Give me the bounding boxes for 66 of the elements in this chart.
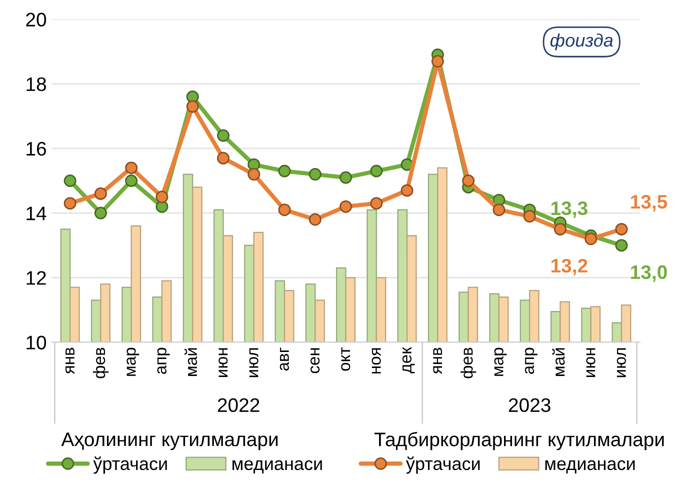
- point: [278, 164, 291, 178]
- legend-label: ўртачаси: [93, 456, 167, 474]
- text: 2023: [508, 398, 550, 412]
- x-tick-label: май: [552, 348, 565, 376]
- point: [64, 197, 76, 210]
- y-tick-label: 20: [26, 12, 46, 27]
- x-tick-label: апр: [524, 348, 538, 374]
- x-tick-label: ноя: [372, 348, 381, 374]
- x-tick-label: фев: [92, 348, 108, 378]
- point: [308, 213, 322, 226]
- point: [278, 204, 291, 216]
- text: Тадбиркорларнинг кутилмалари: [374, 432, 664, 450]
- point: [340, 200, 352, 213]
- data-label: 13,2: [551, 258, 588, 276]
- point: [64, 174, 76, 187]
- y-tick-label: 10: [26, 336, 46, 350]
- y-tick-label: 18: [26, 77, 46, 92]
- point: [340, 171, 352, 184]
- x-tick-label: апр: [157, 348, 170, 374]
- y-tick-label: 14: [26, 206, 46, 220]
- data-label: 13,3: [551, 201, 588, 218]
- x-tick-label: авг: [280, 348, 289, 371]
- point: [462, 174, 475, 187]
- x-tick-label: янв: [433, 348, 442, 374]
- x-tick-label: июн: [586, 348, 596, 377]
- point: [216, 152, 230, 164]
- data-label: 13,0: [631, 265, 667, 282]
- x-tick-label: май: [184, 348, 198, 376]
- point: [186, 100, 199, 113]
- x-tick-label: июл: [616, 348, 626, 378]
- point: [216, 129, 230, 142]
- point: [431, 55, 444, 68]
- y-tick-label: 16: [26, 142, 46, 156]
- point: [94, 187, 107, 200]
- point: [308, 168, 322, 181]
- point: [370, 164, 383, 178]
- legend-label: медианаси: [545, 460, 635, 474]
- x-tick-label: июн: [218, 348, 228, 377]
- data-label: 13,5: [631, 194, 668, 212]
- point: [492, 204, 506, 216]
- legend-label: медианаси: [232, 460, 322, 474]
- annotation: фоизда: [550, 33, 613, 50]
- x-tick-label: июл: [249, 348, 258, 378]
- x-tick-label: окт: [341, 347, 350, 371]
- point: [615, 239, 628, 252]
- point: [554, 222, 566, 236]
- x-tick-label: сен: [310, 348, 320, 374]
- point: [94, 206, 107, 220]
- x-tick-label: фев: [460, 348, 476, 378]
- x-tick-label: янв: [66, 348, 74, 374]
- text: Аҳолининг кутилмалари: [61, 432, 278, 450]
- point: [615, 222, 628, 236]
- point: [125, 174, 138, 187]
- point: [156, 190, 168, 204]
- point: [248, 168, 260, 181]
- text: 2022: [218, 398, 260, 412]
- point: [523, 210, 536, 223]
- point: [400, 184, 414, 197]
- legend-label: ўртачаси: [406, 456, 480, 474]
- point: [584, 232, 598, 246]
- y-tick-label: 12: [26, 271, 46, 285]
- point: [125, 162, 138, 174]
- x-tick-label: мар: [494, 348, 507, 376]
- x-tick-label: дек: [402, 347, 415, 374]
- point: [370, 197, 383, 210]
- x-tick-label: мар: [126, 348, 140, 376]
